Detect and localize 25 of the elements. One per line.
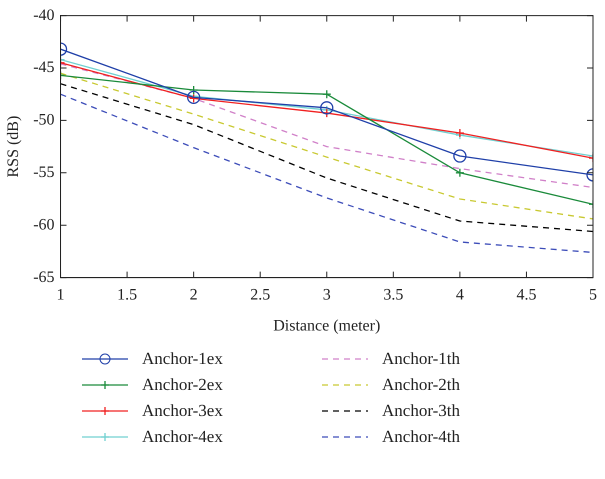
x-tick-label: 5 (589, 286, 597, 304)
x-tick-label: 1 (56, 286, 65, 304)
y-tick-label: -55 (33, 164, 55, 182)
y-tick-label: -40 (33, 6, 55, 24)
x-tick-label: 3.5 (383, 286, 404, 304)
legend-label: Anchor-1ex (142, 349, 223, 369)
legend-label: Anchor-2th (382, 375, 460, 395)
x-tick-label: 1.5 (117, 286, 138, 304)
y-tick-label: -45 (33, 59, 55, 76)
y-tick-label: -50 (33, 112, 55, 129)
legend-label: Anchor-1th (382, 349, 460, 369)
legend-label: Anchor-4ex (142, 427, 223, 447)
legend-label: Anchor-3th (382, 401, 460, 421)
x-tick-label: 2.5 (250, 286, 270, 304)
legend-label: Anchor-2ex (142, 375, 223, 395)
y-tick-label: -65 (33, 268, 55, 286)
x-tick-label: 4.5 (516, 286, 536, 304)
y-tick-label: -60 (33, 216, 55, 234)
x-tick-label: 3 (322, 286, 331, 304)
legend-label: Anchor-4th (382, 427, 460, 447)
x-axis-title: Distance (meter) (273, 318, 380, 335)
x-tick-label: 2 (190, 286, 198, 304)
y-axis-title: RSS (dB) (4, 116, 22, 178)
x-tick-label: 4 (456, 286, 464, 304)
legend-label: Anchor-3ex (142, 401, 223, 421)
